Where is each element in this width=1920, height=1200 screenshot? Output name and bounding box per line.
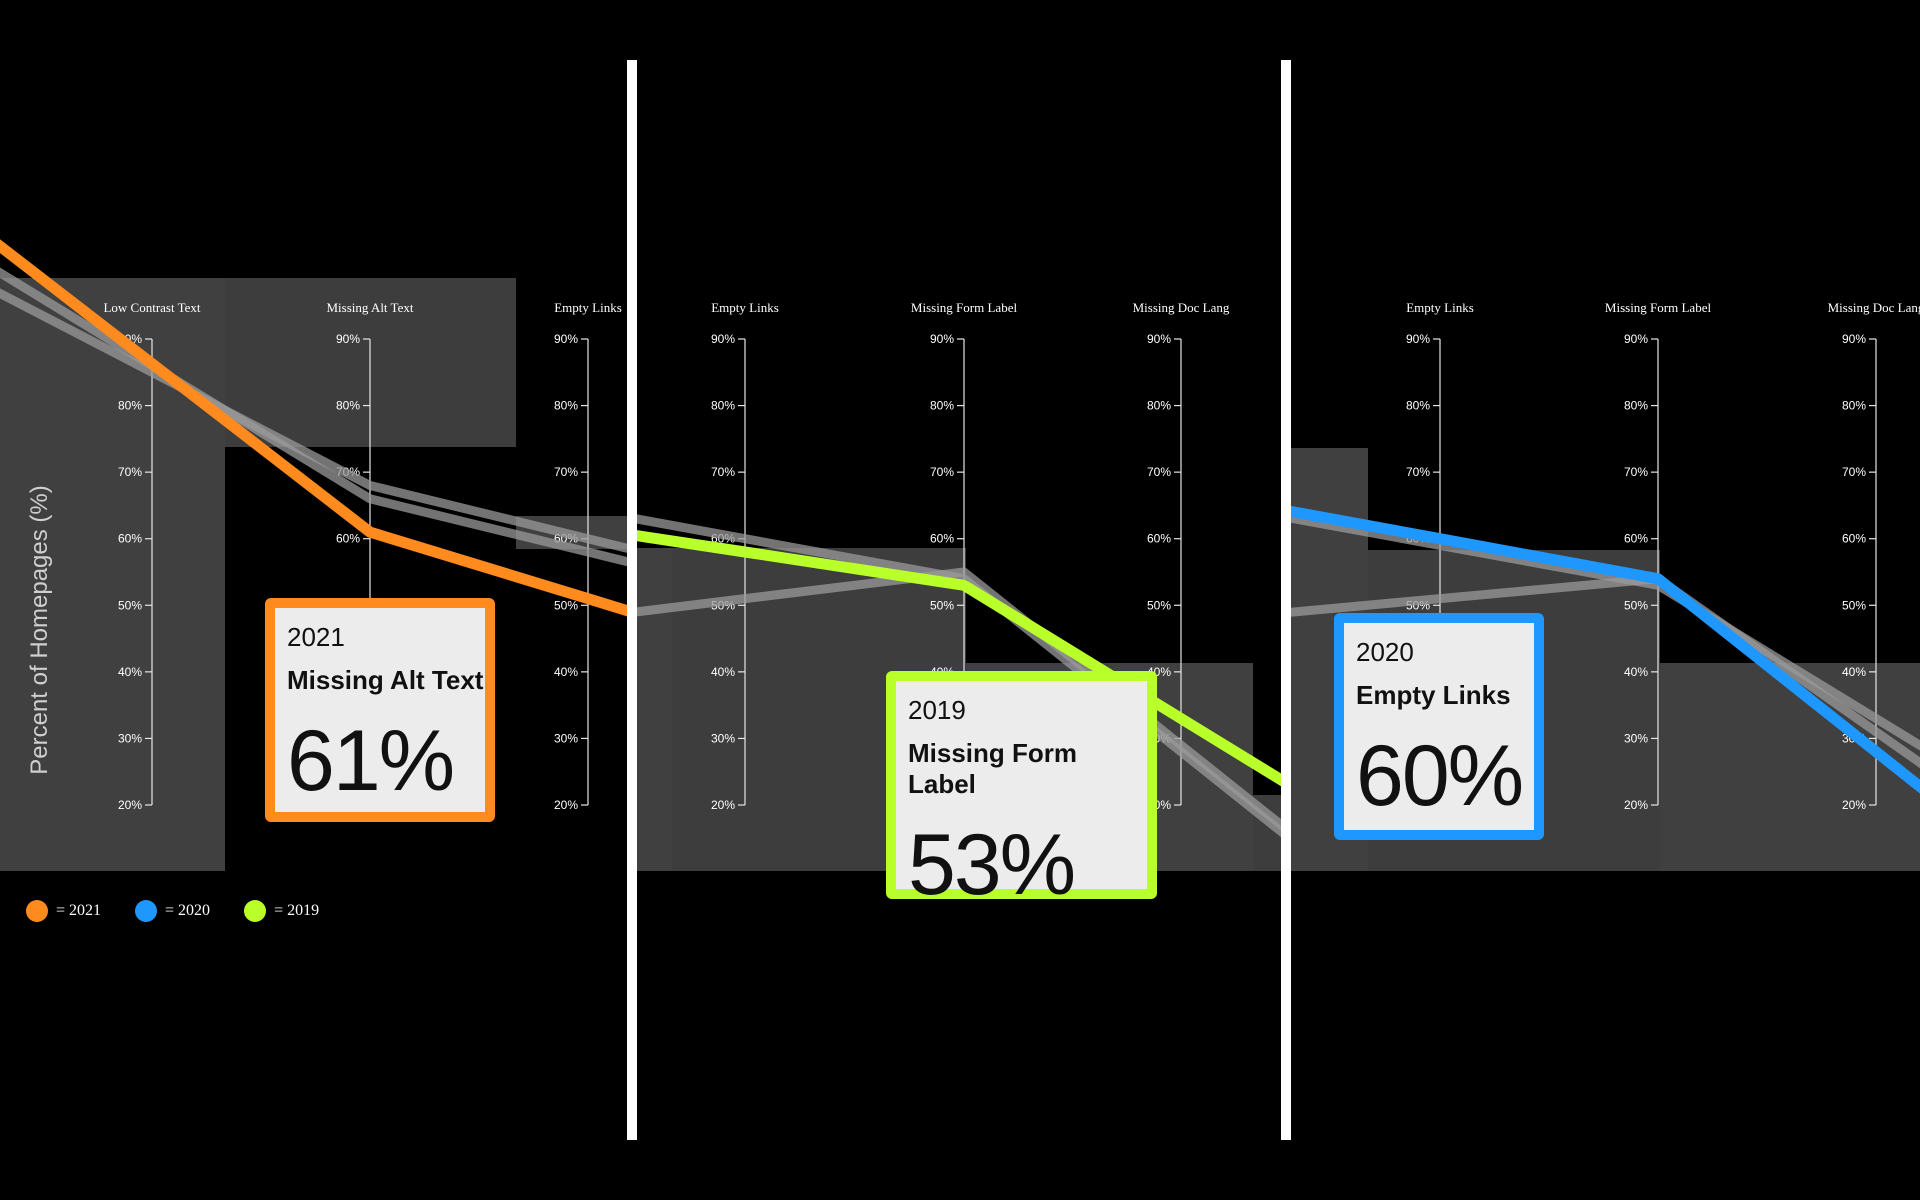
tick-label: 70% <box>1842 465 1866 479</box>
tick-label: 80% <box>1842 399 1866 413</box>
callout-year: 2021 <box>287 622 345 652</box>
tick-label: 60% <box>1624 532 1648 546</box>
background-band <box>0 278 225 871</box>
tick-label: 80% <box>336 399 360 413</box>
background-band <box>1660 663 1920 871</box>
series-line-2021 <box>637 567 1281 831</box>
tick-label: 50% <box>1842 598 1866 612</box>
legend-item-2021: = 2021 <box>26 900 101 922</box>
y-axis-label: Percent of Homepages (%) <box>26 485 53 775</box>
legend-swatch-2020 <box>135 900 158 922</box>
callout-value: 61% <box>287 713 455 809</box>
callout-2019: 2019 Missing Form Label 53% <box>886 671 1157 908</box>
tick-label: 30% <box>118 731 142 745</box>
tick-label: 90% <box>554 332 578 346</box>
background-band <box>637 548 672 871</box>
tick-label: 20% <box>711 798 735 812</box>
axis-title: Low Contrast Text <box>103 300 200 315</box>
tick-label: 90% <box>1624 332 1648 346</box>
tick-label: 60% <box>1842 532 1866 546</box>
tick-label: 20% <box>554 798 578 812</box>
tick-label: 70% <box>118 465 142 479</box>
panel-1: 90% 80% 70% 60% 50% 40% 30% 20% Low Contrast Tex… <box>0 239 627 871</box>
legend: = 2021 = 2020 = 2019 <box>26 900 319 922</box>
tick-label: 40% <box>554 665 578 679</box>
tick-label: 50% <box>554 598 578 612</box>
tick-label: 20% <box>1624 798 1648 812</box>
series-line-2020 <box>637 514 1281 838</box>
callout-value: 53% <box>908 817 1076 913</box>
callout-2021: 2021 Missing Alt Text 61% <box>265 598 495 822</box>
axis-title: Missing Form Label <box>1605 300 1712 315</box>
tick-label: 60% <box>1147 532 1171 546</box>
tick-label: 70% <box>1406 465 1430 479</box>
legend-swatch-2021 <box>26 900 48 922</box>
legend-item-2019: = 2019 <box>244 900 319 922</box>
axis-title: Empty Links <box>1406 300 1474 315</box>
legend-label: = 2019 <box>274 902 320 919</box>
tick-label: 40% <box>1624 665 1648 679</box>
tick-label: 90% <box>336 332 360 346</box>
callout-label: Missing Form Label <box>908 738 1078 799</box>
tick-label: 80% <box>711 399 735 413</box>
tick-label: 70% <box>930 465 954 479</box>
tick-label: 40% <box>711 665 735 679</box>
series-line-2019 <box>637 530 1281 787</box>
tick-label: 90% <box>930 332 954 346</box>
tick-label: 80% <box>1624 399 1648 413</box>
tick-label: 30% <box>1624 731 1648 745</box>
series-line-2021 <box>0 239 627 617</box>
tick-label: 60% <box>118 532 142 546</box>
tick-label: 80% <box>1147 399 1171 413</box>
callout-value: 60% <box>1356 728 1524 824</box>
tick-label: 40% <box>118 665 142 679</box>
tick-label: 90% <box>1147 332 1171 346</box>
tick-label: 50% <box>1147 598 1171 612</box>
tick-label: 30% <box>711 731 735 745</box>
tick-label: 20% <box>118 798 142 812</box>
axis-title: Empty Links <box>554 300 622 315</box>
axis-title: Missing Alt Text <box>327 300 414 315</box>
tick-label: 70% <box>554 465 578 479</box>
series-line-2019 <box>0 288 627 553</box>
series-line-2020 <box>0 267 627 567</box>
axis-title: Empty Links <box>711 300 779 315</box>
tick-label: 90% <box>1406 332 1430 346</box>
tick-label: 50% <box>1624 598 1648 612</box>
tick-label: 30% <box>554 731 578 745</box>
axis-title: Missing Doc Lang <box>1133 300 1230 315</box>
tick-label: 90% <box>1842 332 1866 346</box>
tick-label: 20% <box>1842 798 1866 812</box>
legend-label: = 2020 <box>165 902 211 919</box>
tick-label: 90% <box>711 332 735 346</box>
legend-item-2020: = 2020 <box>135 900 210 922</box>
tick-label: 40% <box>1842 665 1866 679</box>
panel-divider-1 <box>627 60 637 1140</box>
tick-label: 70% <box>1147 465 1171 479</box>
axis-title: Missing Doc Lang <box>1828 300 1920 315</box>
tick-label: 80% <box>118 399 142 413</box>
axis-title: Missing Form Label <box>911 300 1018 315</box>
tick-label: 60% <box>930 532 954 546</box>
tick-label: 80% <box>930 399 954 413</box>
callout-year: 2020 <box>1356 637 1414 667</box>
legend-swatch-2019 <box>244 900 267 922</box>
tick-label: 80% <box>1406 399 1430 413</box>
tick-label: 70% <box>711 465 735 479</box>
panel-divider-2 <box>1281 60 1291 1140</box>
tick-label: 60% <box>336 532 360 546</box>
tick-label: 70% <box>1624 465 1648 479</box>
callout-label: Missing Alt Text <box>287 665 484 695</box>
series-line-2020 <box>1291 505 1920 794</box>
tick-label: 50% <box>930 598 954 612</box>
tick-label: 80% <box>554 399 578 413</box>
callout-2020: 2020 Empty Links 60% <box>1334 613 1544 840</box>
legend-label: = 2021 <box>56 902 102 919</box>
tick-label: 50% <box>118 598 142 612</box>
callout-label: Empty Links <box>1356 680 1511 710</box>
callout-year: 2019 <box>908 695 966 725</box>
